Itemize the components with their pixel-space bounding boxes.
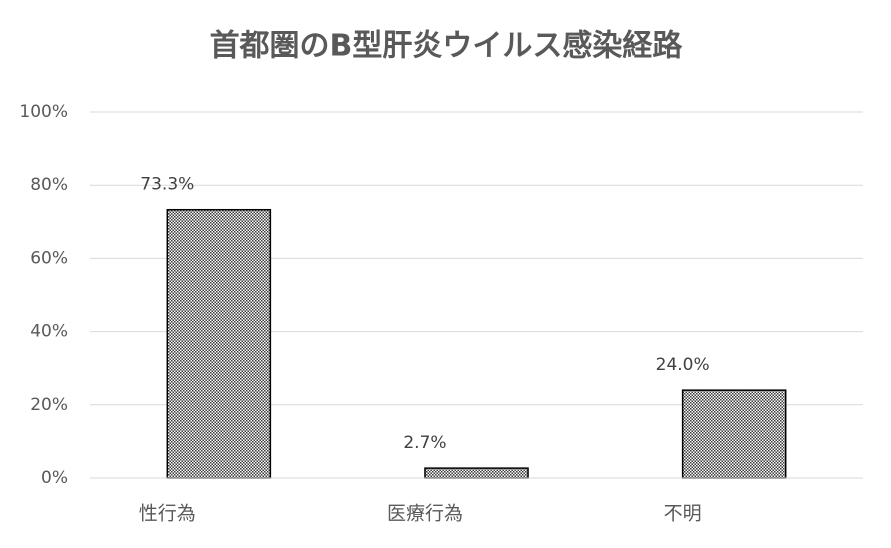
x-tick-label: 医療行為 — [387, 503, 463, 525]
bar — [424, 467, 529, 479]
y-tick-label: 100% — [19, 102, 68, 122]
value-label: 73.3% — [140, 175, 194, 195]
bar — [681, 389, 787, 479]
y-tick-label: 20% — [30, 395, 68, 415]
bar — [166, 208, 272, 479]
chart-title: 首都圏のB型肝炎ウイルス感染経路 — [210, 29, 684, 64]
value-label: 24.0% — [656, 355, 710, 375]
y-tick-label: 60% — [30, 248, 68, 268]
y-tick-label: 80% — [30, 175, 68, 195]
value-label: 2.7% — [403, 433, 446, 453]
x-tick-label: 不明 — [664, 503, 702, 525]
y-tick-label: 40% — [30, 322, 68, 342]
x-tick-label: 性行為 — [139, 503, 196, 525]
y-tick-label: 0% — [41, 468, 68, 488]
